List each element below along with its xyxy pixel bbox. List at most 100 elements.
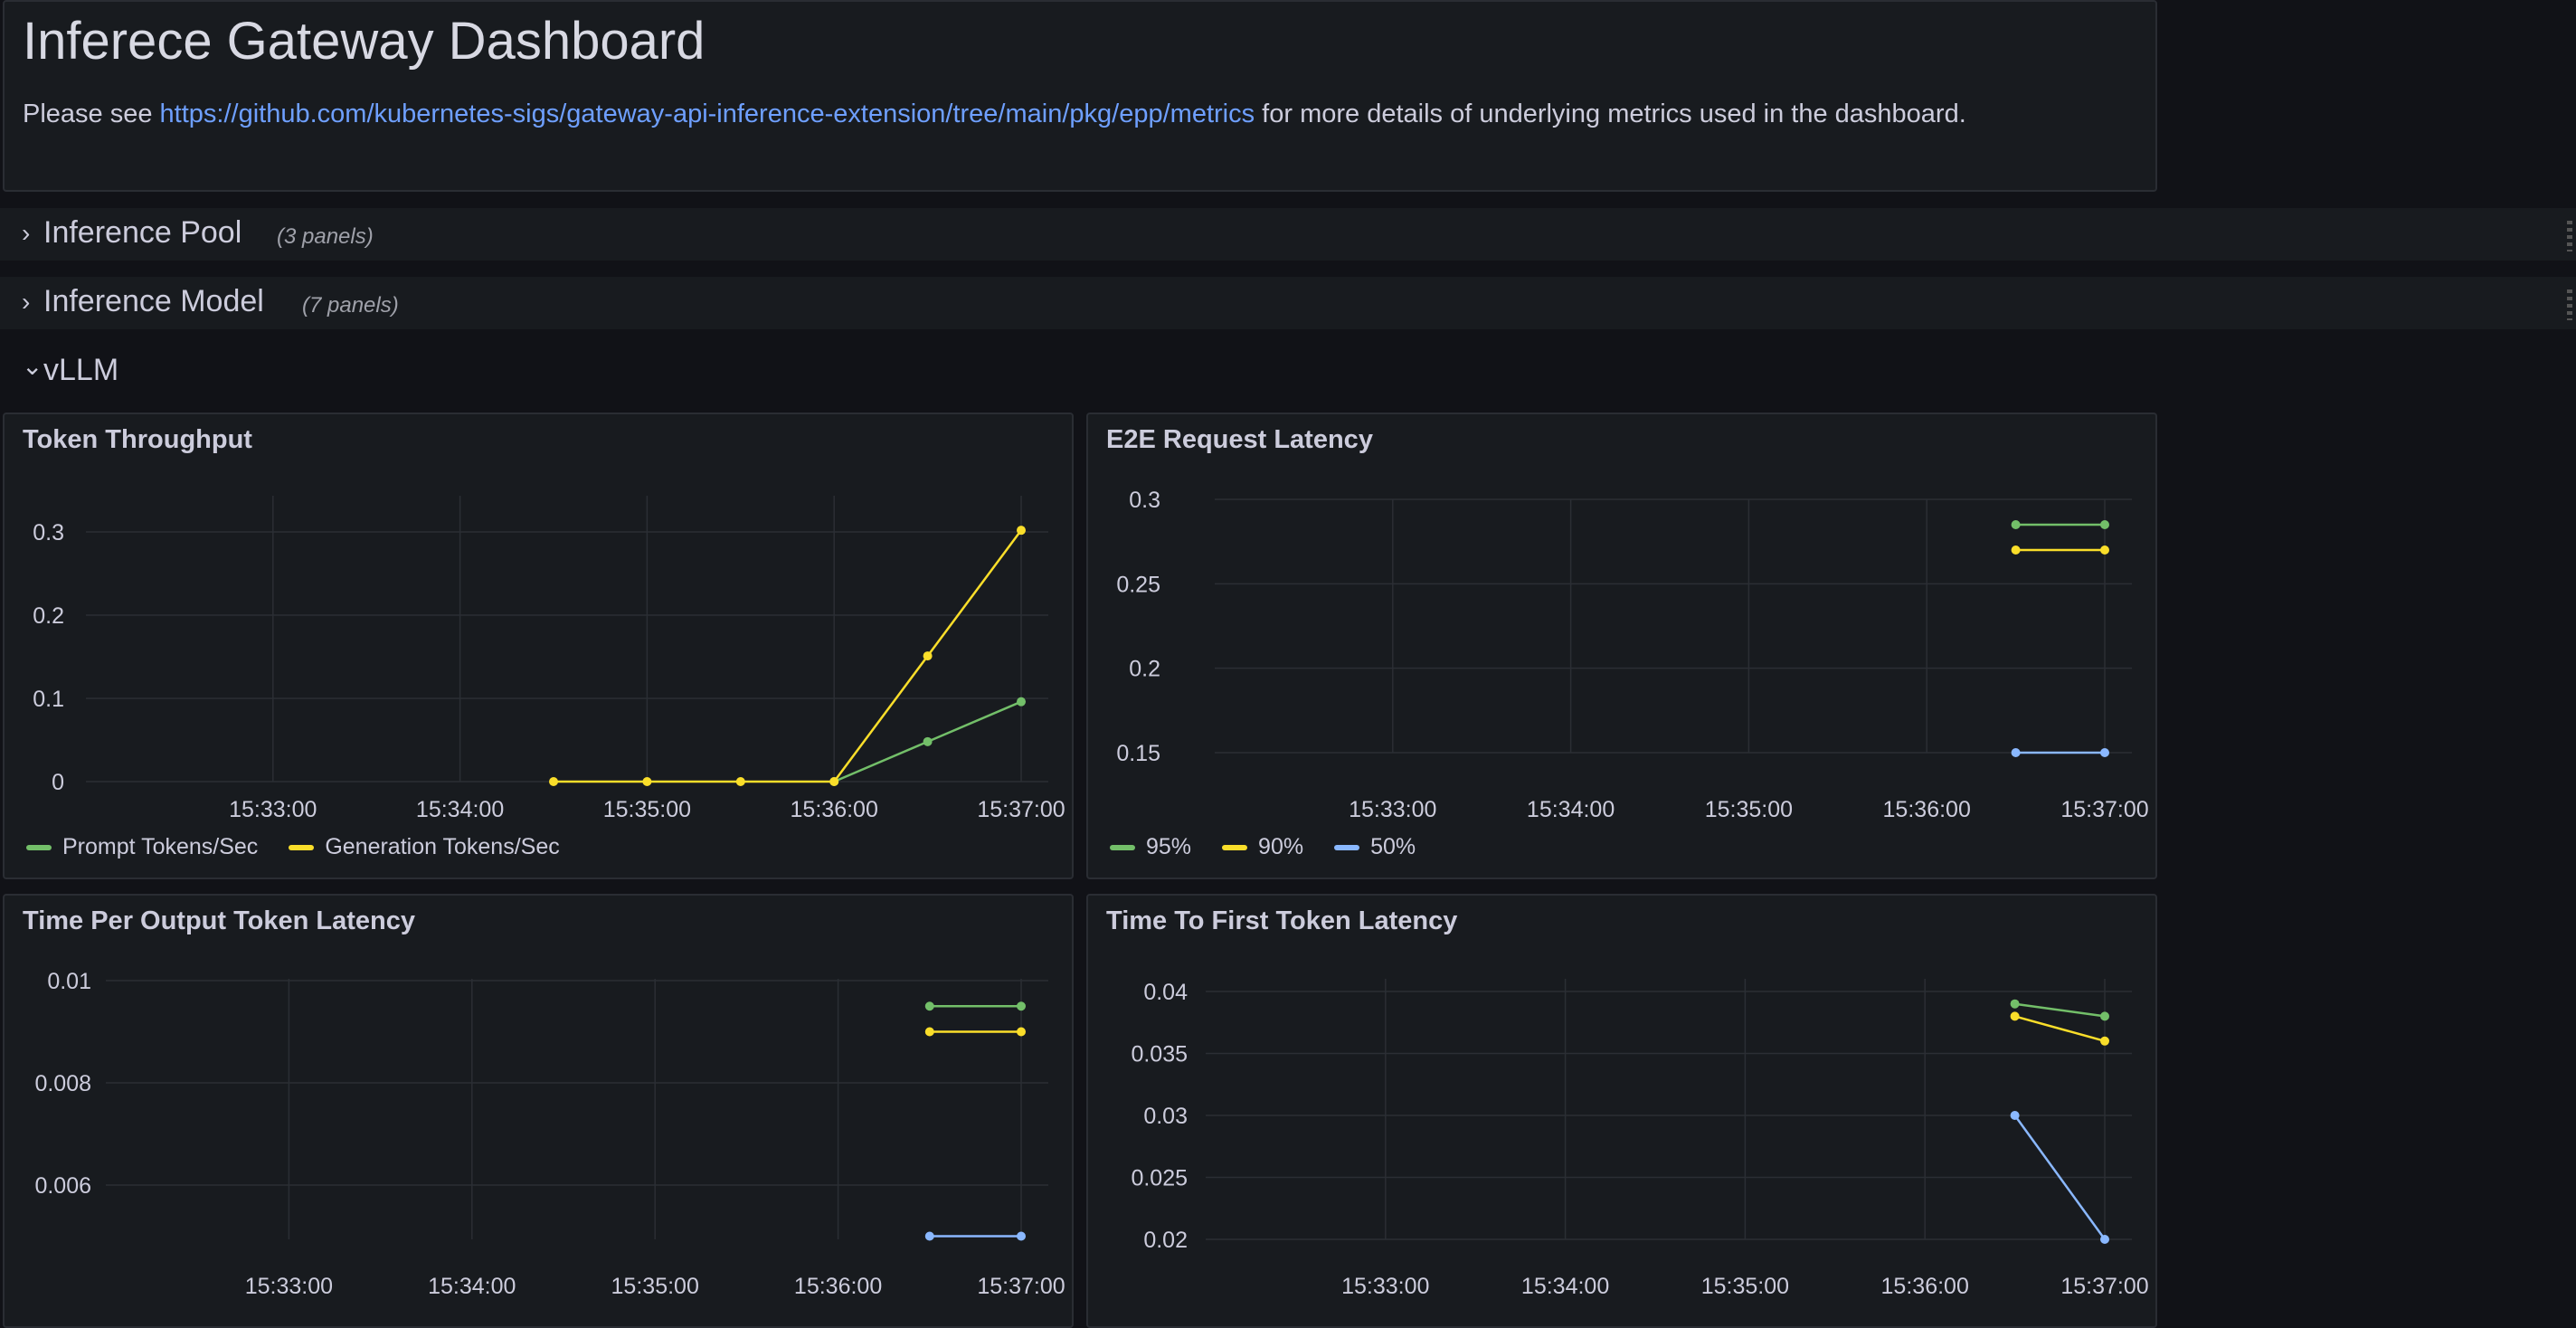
drag-handle-icon[interactable] xyxy=(2567,289,2572,320)
data-point xyxy=(924,1231,934,1241)
y-tick-label: 0.1 xyxy=(33,687,64,712)
chart-time-to-first-token-latency: 15:33:00 15:34:00 15:35:00 15:36:00 15:37:00… xyxy=(1131,979,2149,1299)
y-tick-label: 0.01 xyxy=(47,969,91,994)
y-tick-label: 0.04 xyxy=(1143,980,1188,1005)
chart-e2e-request-latency: 15:33:00 15:34:00 15:35:00 15:36:00 15:37:00… xyxy=(1116,488,2148,822)
legend-label: Prompt Tokens/Sec xyxy=(62,834,259,859)
x-tick-label: 15:37:00 xyxy=(2060,1274,2148,1299)
row-title[interactable]: Inference Model xyxy=(43,284,264,318)
description-suffix: for more details of underlying metrics u… xyxy=(1255,100,1966,128)
legend-label: 95% xyxy=(1146,834,1192,859)
series-line xyxy=(2014,1002,2106,1018)
y-tick-label: 0.025 xyxy=(1131,1166,1188,1191)
x-tick-label: 15:35:00 xyxy=(611,1274,699,1299)
chevron-right-icon: › xyxy=(22,219,31,247)
data-point xyxy=(2100,1235,2109,1244)
x-tick-label: 15:36:00 xyxy=(1881,1274,1969,1299)
legend-item[interactable]: 50% xyxy=(1334,834,1416,860)
legend-item[interactable]: Prompt Tokens/Sec xyxy=(26,834,258,860)
x-tick-label: 15:36:00 xyxy=(1883,797,1971,822)
chart-legend: 95% 90% 50% xyxy=(1110,834,1416,860)
data-point xyxy=(923,736,933,746)
panel-time-to-first-token-latency[interactable]: Time To First Token Latency 15:33:00 15:3… xyxy=(1086,894,2157,1328)
legend-swatch xyxy=(1334,844,1360,850)
row-panel-count: (3 panels) xyxy=(277,224,374,249)
x-tick-label: 15:35:00 xyxy=(1701,1274,1789,1299)
panel-title[interactable]: Token Throughput xyxy=(23,425,252,454)
y-tick-label: 0.008 xyxy=(34,1071,91,1096)
y-tick-label: 0.3 xyxy=(1129,488,1160,513)
legend-swatch xyxy=(289,844,315,850)
panel-e2e-request-latency[interactable]: E2E Request Latency 15:33:00 15:34:00 15:3… xyxy=(1086,413,2157,879)
y-tick-label: 0.2 xyxy=(33,603,64,629)
data-point xyxy=(2010,999,2020,1009)
data-point xyxy=(924,1001,934,1011)
legend-swatch xyxy=(1110,844,1135,850)
row-inference-pool[interactable]: › Inference Pool (3 panels) xyxy=(0,208,2576,261)
chevron-down-icon: ⌄ xyxy=(22,352,43,380)
legend-label: 50% xyxy=(1370,834,1416,859)
data-point xyxy=(2010,1011,2020,1021)
data-point xyxy=(2100,520,2109,529)
data-point xyxy=(549,777,558,786)
chart-time-per-output-token-latency: 15:33:00 15:34:00 15:35:00 15:36:00 15:37:00… xyxy=(34,969,1065,1299)
row-title[interactable]: vLLM xyxy=(43,353,119,387)
data-point xyxy=(923,651,933,661)
legend-swatch xyxy=(1222,844,1248,850)
series-line xyxy=(2013,1115,2107,1240)
x-tick-label: 15:37:00 xyxy=(977,1274,1065,1299)
x-tick-label: 15:33:00 xyxy=(245,1274,333,1299)
panel-title[interactable]: E2E Request Latency xyxy=(1106,425,1373,454)
panel-token-throughput[interactable]: Token Throughput 15:33:00 15:34:00 15:35:0… xyxy=(3,413,1074,879)
panel-title[interactable]: Time To First Token Latency xyxy=(1106,906,1458,935)
data-point xyxy=(1017,697,1026,707)
legend-swatch xyxy=(26,844,52,850)
data-point xyxy=(2011,748,2021,757)
panel-time-per-output-token-latency[interactable]: Time Per Output Token Latency 15:33:00 15… xyxy=(3,894,1074,1328)
chart-legend: Prompt Tokens/Sec Generation Tokens/Sec xyxy=(26,834,560,860)
row-vllm[interactable]: ⌄ vLLM xyxy=(0,346,2576,398)
data-point xyxy=(2100,545,2109,555)
data-point xyxy=(2011,520,2021,529)
y-tick-label: 0.03 xyxy=(1143,1104,1188,1129)
x-tick-label: 15:34:00 xyxy=(1521,1274,1609,1299)
data-point xyxy=(1017,526,1026,536)
x-tick-label: 15:36:00 xyxy=(791,797,878,822)
description-prefix: Please see xyxy=(23,100,160,128)
x-tick-label: 15:34:00 xyxy=(416,797,504,822)
legend-item[interactable]: Generation Tokens/Sec xyxy=(289,834,560,860)
drag-handle-icon[interactable] xyxy=(2567,221,2572,251)
dashboard-title: Inferece Gateway Dashboard xyxy=(23,12,706,71)
x-tick-label: 15:34:00 xyxy=(428,1274,516,1299)
y-tick-label: 0.3 xyxy=(33,520,64,545)
data-point xyxy=(1017,1001,1026,1011)
series-line xyxy=(2014,1015,2106,1043)
y-tick-label: 0.02 xyxy=(1143,1228,1188,1253)
data-point xyxy=(642,777,652,786)
data-point xyxy=(1017,1027,1026,1037)
x-tick-label: 15:33:00 xyxy=(1341,1274,1429,1299)
data-point xyxy=(2100,748,2109,757)
data-point xyxy=(2011,545,2021,555)
row-panel-count: (7 panels) xyxy=(302,293,399,318)
x-tick-label: 15:37:00 xyxy=(977,797,1065,822)
panel-title[interactable]: Time Per Output Token Latency xyxy=(23,906,416,935)
x-tick-label: 15:36:00 xyxy=(794,1274,882,1299)
legend-label: Generation Tokens/Sec xyxy=(325,834,560,859)
legend-item[interactable]: 90% xyxy=(1222,834,1303,860)
data-point xyxy=(2100,1011,2109,1021)
legend-item[interactable]: 95% xyxy=(1110,834,1191,860)
dashboard-description: Please see https://github.com/kubernetes… xyxy=(23,100,1966,129)
x-tick-label: 15:35:00 xyxy=(603,797,691,822)
data-point xyxy=(924,1027,934,1037)
metrics-docs-link[interactable]: https://github.com/kubernetes-sigs/gatew… xyxy=(159,100,1255,128)
y-tick-label: 0 xyxy=(52,770,64,795)
row-inference-model[interactable]: › Inference Model (7 panels) xyxy=(0,277,2576,329)
data-point xyxy=(735,777,745,786)
legend-label: 90% xyxy=(1258,834,1304,859)
series-line xyxy=(554,529,1023,783)
row-title[interactable]: Inference Pool xyxy=(43,215,242,250)
chevron-right-icon: › xyxy=(22,288,31,316)
x-tick-label: 15:35:00 xyxy=(1705,797,1793,822)
data-point xyxy=(2100,1036,2109,1046)
